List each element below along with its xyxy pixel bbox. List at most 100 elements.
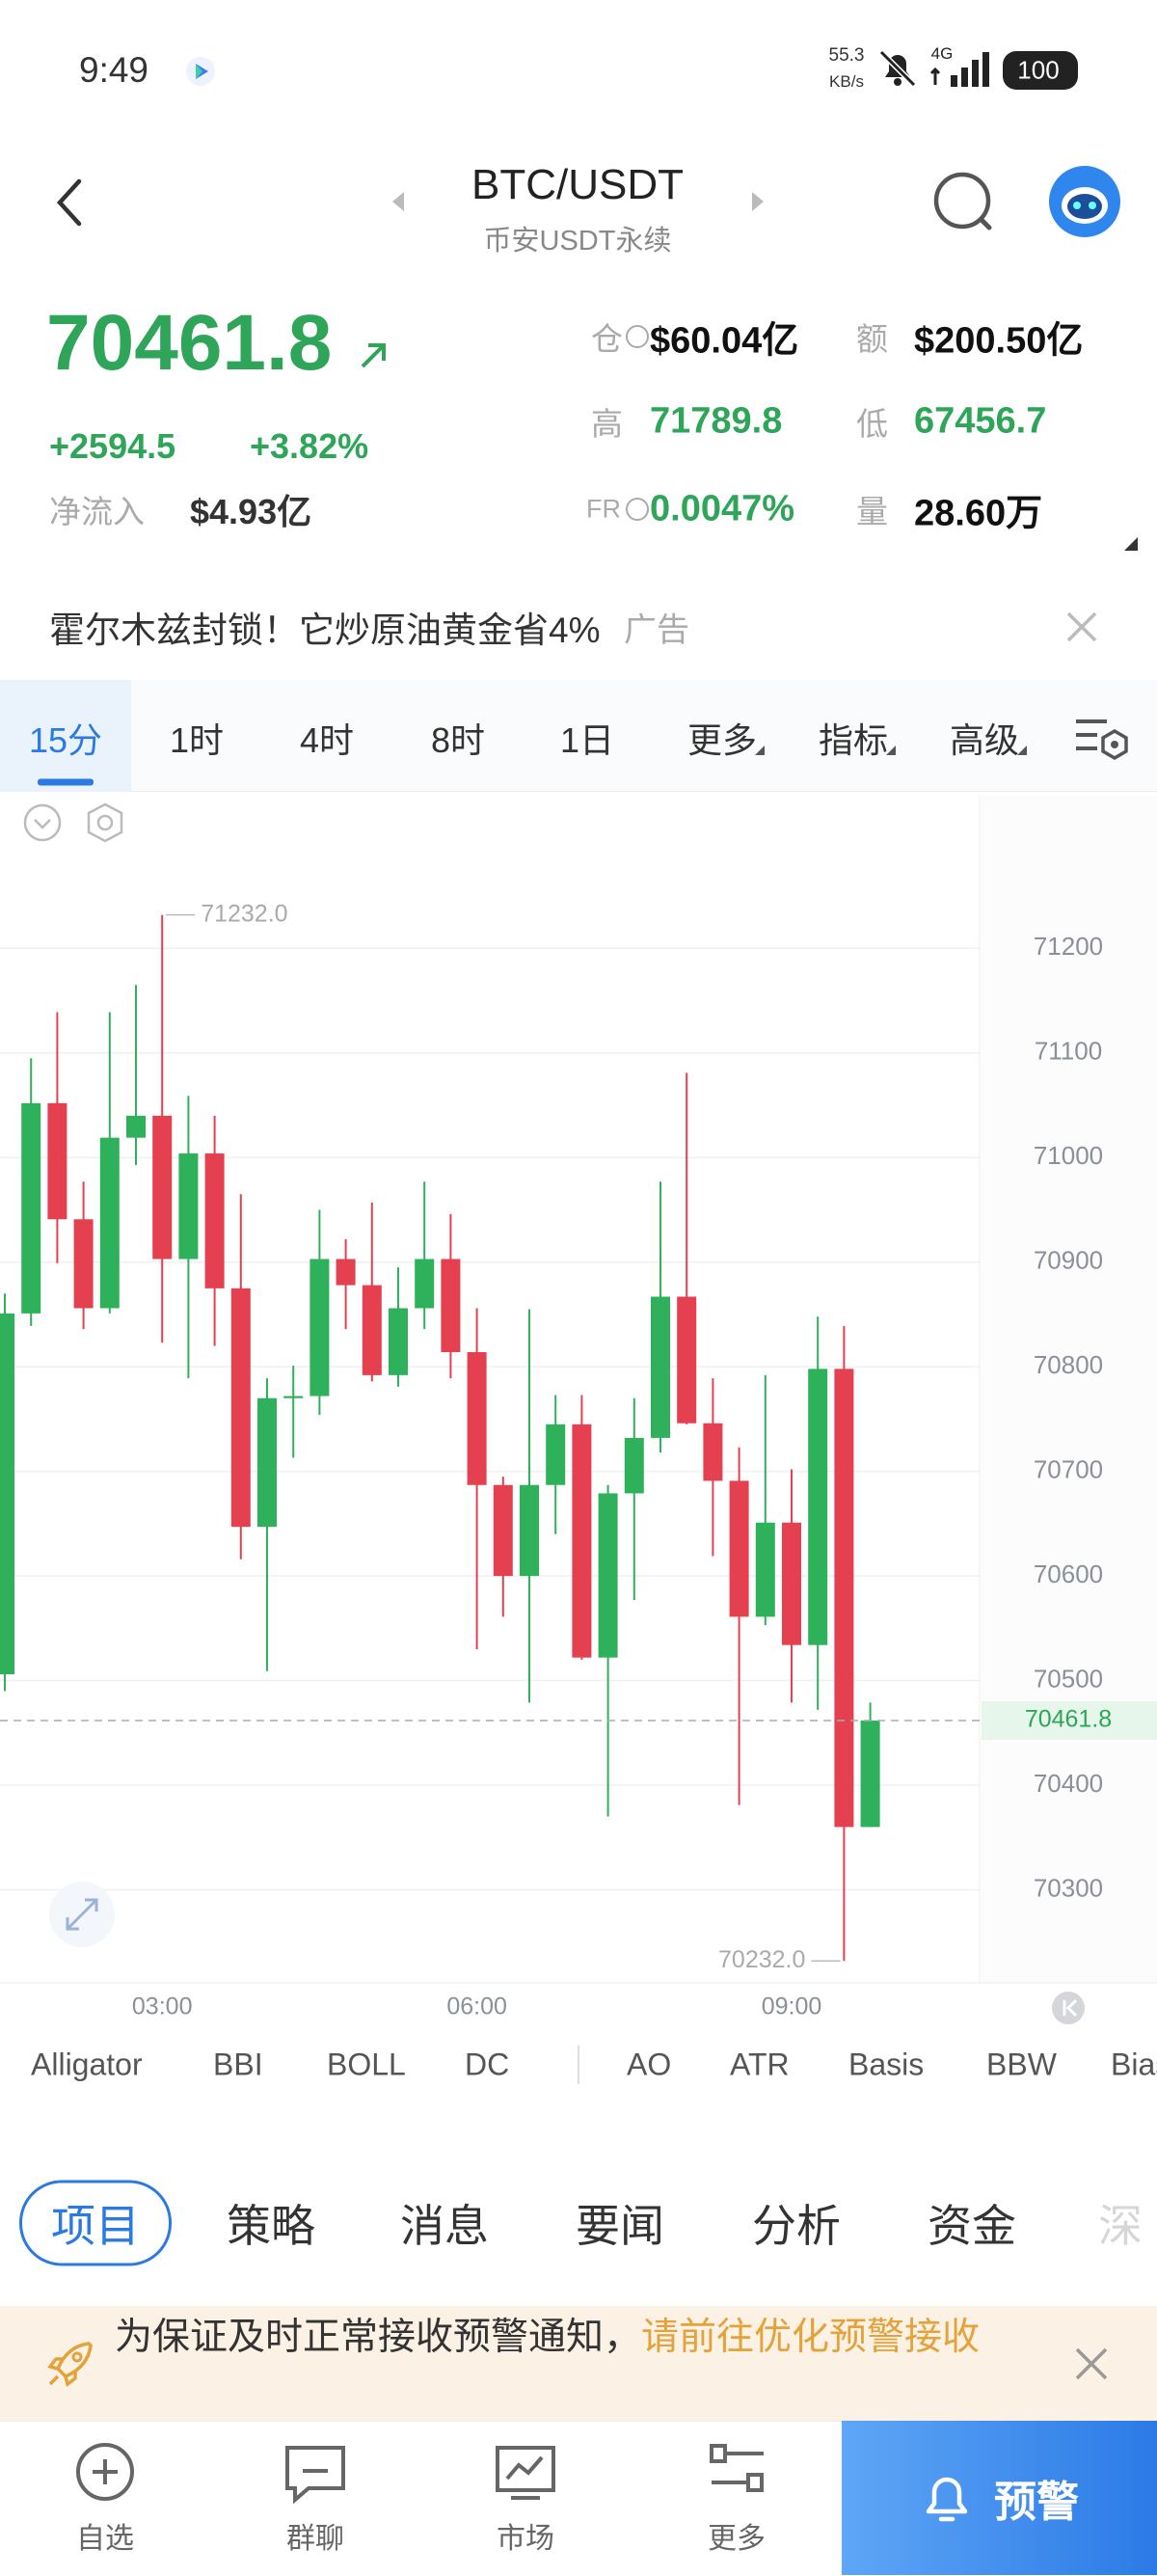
nav-icon-watchlist[interactable] (76, 2443, 134, 2501)
mute-icon (878, 49, 917, 88)
indicator-item[interactable]: ATR (730, 2047, 790, 2082)
candle-body (309, 1259, 330, 1396)
nav-label[interactable]: 群聊 (286, 2523, 344, 2555)
collapse-icon[interactable] (23, 803, 62, 842)
indicator-item[interactable]: BOLL (327, 2047, 406, 2082)
candle-body (493, 1484, 513, 1577)
last-price: 70461.8 (46, 299, 333, 387)
stat-label: FR (586, 494, 621, 524)
stat-value: 71789.8 (650, 400, 783, 442)
y-tick-label: 70600 (1034, 1559, 1103, 1588)
price-axis-panel (980, 796, 1157, 1983)
candle-body (178, 1152, 199, 1260)
content-tab[interactable]: 消息 (400, 2201, 489, 2251)
last-price-label: 70461.8 (1025, 1706, 1112, 1733)
indicator-item[interactable]: DC (465, 2047, 510, 2082)
candle-body (389, 1308, 408, 1375)
stat-label: 低 (856, 406, 888, 442)
timeframe-tab[interactable]: 1时 (169, 720, 225, 760)
stat-label: 高 (591, 406, 623, 442)
candle-body (703, 1423, 723, 1481)
candle-body (729, 1480, 749, 1617)
ad-text[interactable]: 霍尔木兹封锁！它炒原油黄金省4% (49, 610, 601, 650)
notice-link[interactable]: 请前往优化预警接收 (641, 2317, 981, 2358)
network-type: 4G (930, 44, 954, 63)
rocket-icon (47, 2342, 93, 2387)
candle-body (598, 1493, 618, 1658)
timeframe-tab[interactable]: 更多 (686, 720, 758, 760)
settings-icon[interactable] (87, 802, 123, 843)
search-button[interactable] (926, 164, 1003, 241)
notice-message: 为保证及时正常接收预警通知， (115, 2317, 642, 2358)
dropdown-mark (755, 746, 765, 755)
dropdown-mark (886, 746, 896, 755)
nav-label[interactable]: 市场 (497, 2523, 554, 2555)
candle-body (99, 1137, 120, 1309)
indicator-item[interactable]: BBI (213, 2047, 263, 2082)
fullscreen-button[interactable] (49, 1882, 115, 1947)
candle-body (362, 1285, 382, 1375)
app-icon (186, 57, 215, 86)
x-tick-label: 06:00 (446, 1993, 507, 2020)
y-tick-label: 70500 (1034, 1664, 1103, 1693)
high-marker-label: 71232.0 (201, 900, 287, 927)
indicator-item[interactable]: AO (627, 2047, 672, 2082)
candle-body (860, 1720, 880, 1828)
assistant-avatar[interactable] (1048, 165, 1121, 238)
prev-symbol[interactable] (389, 190, 408, 213)
content-tab[interactable]: 深 (1098, 2201, 1143, 2251)
nav-icon-chat[interactable] (285, 2446, 345, 2505)
y-tick-label: 70700 (1034, 1455, 1103, 1484)
candle-body (755, 1522, 775, 1617)
content-tab[interactable]: 分析 (752, 2201, 841, 2251)
candle-body (152, 1115, 173, 1260)
candle-body (834, 1369, 854, 1828)
content-tab[interactable]: 项目 (51, 2201, 140, 2251)
back-button[interactable] (48, 174, 91, 231)
y-tick-label: 70400 (1034, 1769, 1103, 1798)
ad-close[interactable] (1064, 610, 1099, 644)
low-marker-label: 70232.0 (718, 1946, 805, 1973)
timeframe-tab[interactable]: 4时 (299, 720, 355, 760)
symbol-subtitle: 币安USDT永续 (483, 226, 672, 257)
content-tab[interactable]: 资金 (928, 2201, 1016, 2251)
timeframe-tab[interactable]: 1日 (559, 720, 615, 760)
indicator-item[interactable]: BBW (986, 2047, 1057, 2082)
notice-text: 为保证及时正常接收预警通知，请前往优化预警接收 (115, 2313, 1011, 2363)
y-tick-label: 70800 (1034, 1350, 1103, 1379)
indicator-item[interactable]: Bias (1111, 2047, 1157, 2082)
indicator-item[interactable]: Basis (848, 2047, 925, 2082)
price-change-pct: +3.82% (250, 426, 369, 466)
y-tick-label: 71000 (1034, 1141, 1103, 1170)
candle-body (546, 1424, 566, 1485)
candle-body (336, 1259, 356, 1286)
alert-button[interactable] (842, 2421, 1157, 2575)
chart-settings[interactable] (1072, 714, 1136, 762)
stat-label: 额 (856, 321, 888, 357)
signal-icon (929, 52, 989, 87)
price-change: +2594.5 (49, 426, 176, 466)
nav-label[interactable]: 更多 (708, 2523, 766, 2555)
nav-icon-market[interactable] (496, 2446, 555, 2500)
indicator-item[interactable]: Alligator (31, 2047, 143, 2082)
stat-value: $200.50亿 (914, 320, 1084, 362)
candle-body (73, 1219, 94, 1309)
candle-body (520, 1484, 539, 1577)
candle-body (21, 1102, 41, 1314)
nav-icon-more[interactable] (710, 2444, 764, 2492)
scroll-latest[interactable] (1052, 1992, 1085, 2024)
timeframe-tab[interactable]: 15分 (28, 720, 103, 760)
notice-close[interactable] (1073, 2346, 1110, 2382)
alert-label: 预警 (994, 2479, 1079, 2526)
expand-corner[interactable] (1122, 535, 1142, 555)
timeframe-tab[interactable]: 高级 (949, 720, 1020, 760)
content-tab[interactable]: 要闻 (576, 2201, 664, 2251)
x-tick-label: 03:00 (132, 1993, 193, 2020)
next-symbol[interactable] (748, 190, 767, 213)
notice-bar (0, 2306, 1157, 2421)
nav-label[interactable]: 自选 (76, 2523, 134, 2555)
timeframe-tab[interactable]: 8时 (430, 720, 486, 760)
content-tab[interactable]: 策略 (227, 2201, 315, 2251)
timeframe-tab[interactable]: 指标 (818, 720, 889, 760)
